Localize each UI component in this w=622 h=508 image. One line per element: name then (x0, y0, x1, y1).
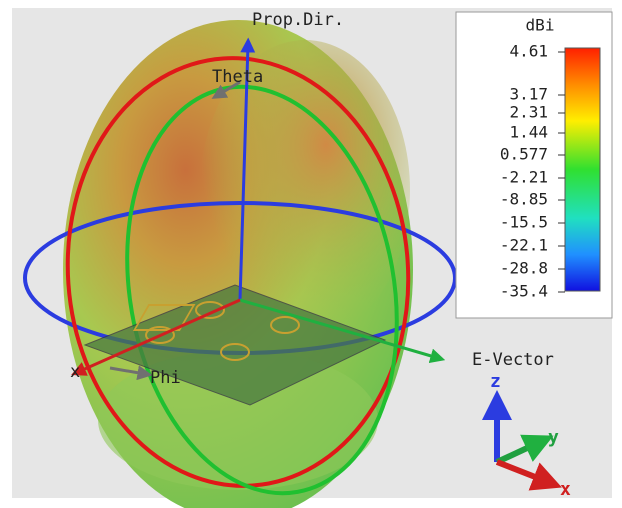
colorbar-title: dBi (526, 16, 555, 35)
patch-array (132, 301, 300, 361)
e-vector-label: E-Vector (472, 350, 554, 370)
phi-arrow (109, 365, 153, 381)
pattern-lower (98, 350, 378, 490)
triad-x (495, 459, 562, 491)
x-axis (71, 298, 241, 376)
colorbar-label: -2.21 (500, 168, 548, 187)
prop-dir-axis (238, 37, 256, 301)
theta-arrow (211, 80, 241, 99)
colorbar-label: 2.31 (509, 103, 548, 122)
colorbar-label: -28.8 (500, 259, 548, 278)
pattern-lobe (200, 40, 410, 340)
theta-circle (65, 56, 411, 488)
colorbar-label: -35.4 (500, 282, 548, 301)
triad-y-label: y (548, 427, 559, 448)
triad: z y x (482, 371, 571, 500)
colorbar-label: 3.17 (509, 85, 548, 104)
triad-y (495, 434, 554, 465)
triad-x-label: x (560, 479, 571, 500)
colorbar-label: -22.1 (500, 236, 548, 255)
x-label: x (70, 362, 80, 382)
colorbar: dBi 4.61 3.172.311.44 0.577 -2.21 -8.85 -15.5… (455, 11, 613, 319)
colorbar-label: 4.61 (509, 42, 548, 61)
colorbar-ramp (564, 47, 601, 292)
triad-z-label: z (490, 371, 501, 392)
colorbar-label: -15.5 (500, 213, 548, 232)
e-vector-axis (239, 298, 446, 364)
colorbar-label: 0.577 (500, 145, 548, 164)
colorbar-label: 1.44 (509, 123, 548, 142)
prop-dir-label: Prop.Dir. (252, 10, 344, 30)
phi-label: Phi (150, 368, 181, 388)
theta-label: Theta (212, 67, 263, 87)
colorbar-label: -8.85 (500, 190, 548, 209)
